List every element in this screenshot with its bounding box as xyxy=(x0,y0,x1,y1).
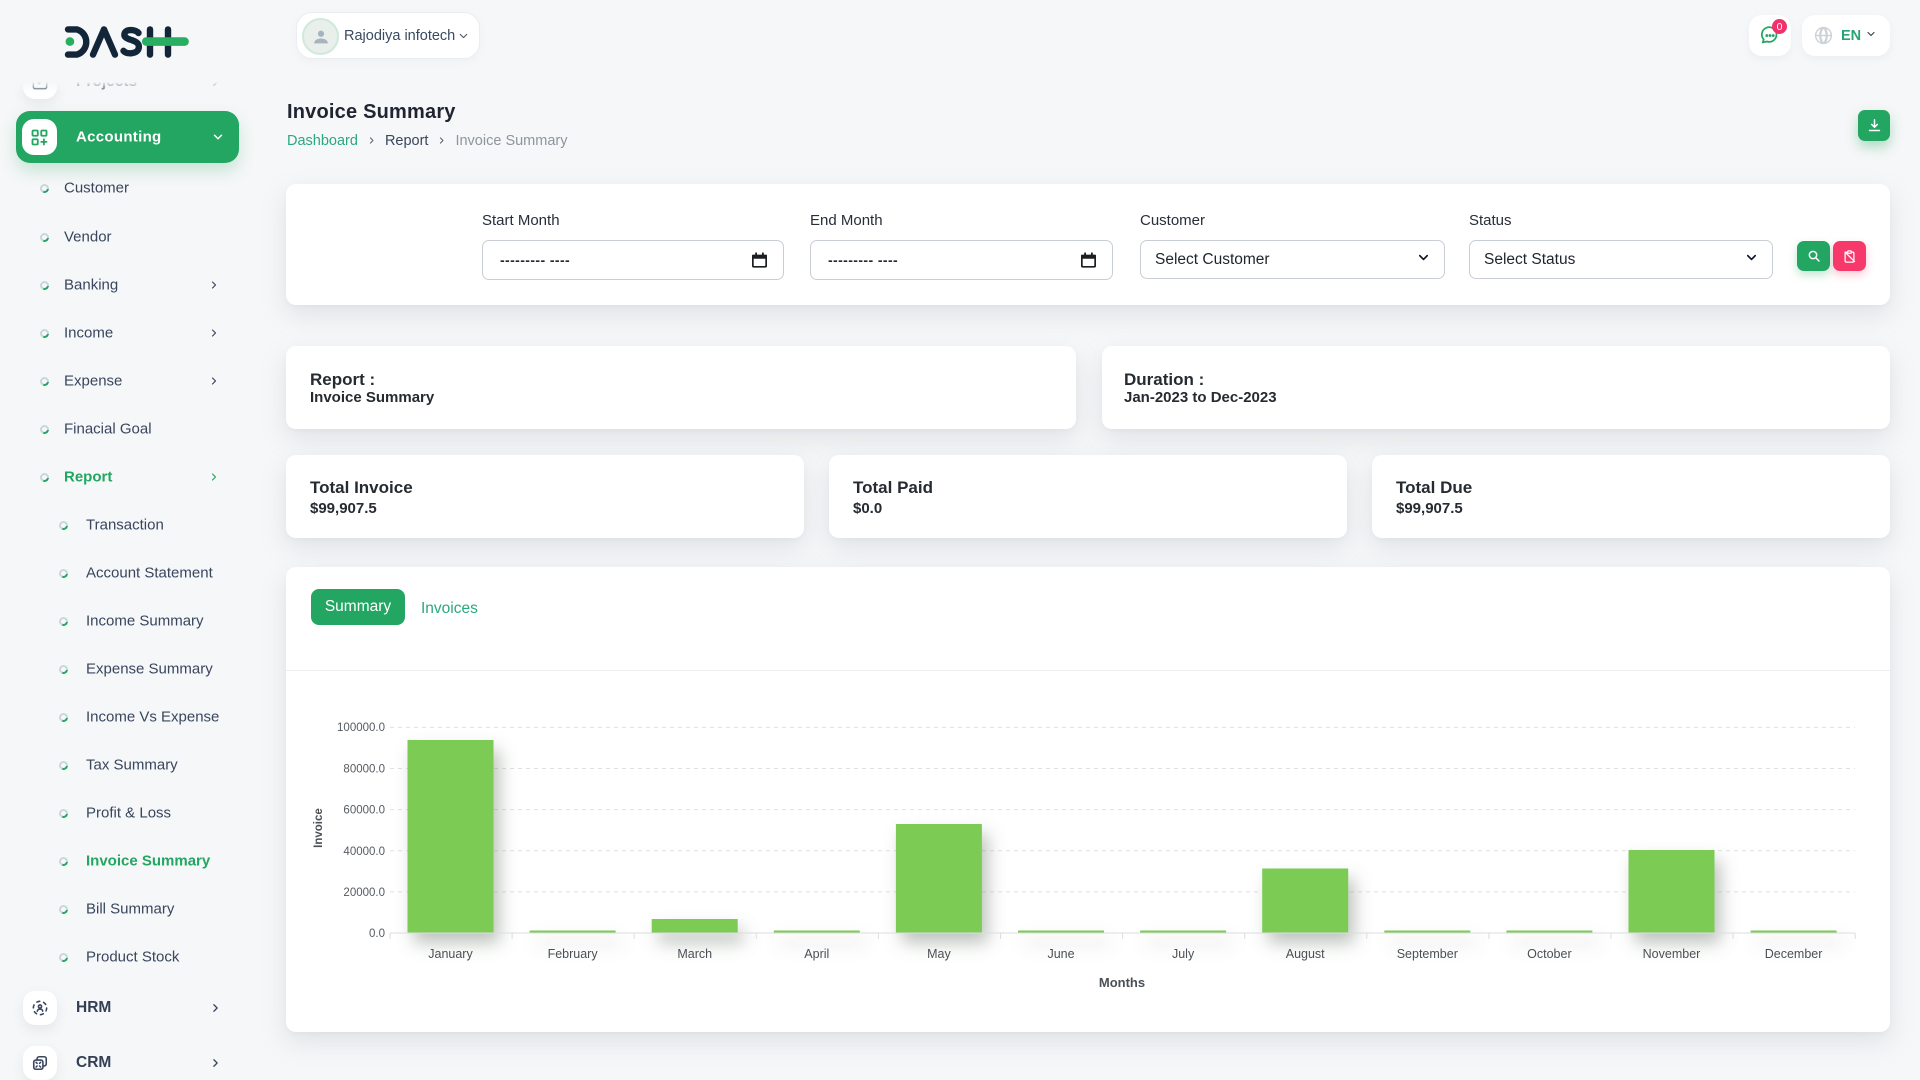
svg-text:0.0: 0.0 xyxy=(369,928,385,940)
svg-text:February: February xyxy=(548,947,599,961)
svg-text:December: December xyxy=(1765,947,1823,961)
svg-text:20000.0: 20000.0 xyxy=(343,887,385,899)
svg-text:June: June xyxy=(1047,947,1074,961)
svg-text:40000.0: 40000.0 xyxy=(343,846,385,858)
svg-text:60000.0: 60000.0 xyxy=(343,805,385,817)
svg-text:80000.0: 80000.0 xyxy=(343,764,385,776)
svg-text:April: April xyxy=(804,947,829,961)
svg-text:100000.0: 100000.0 xyxy=(337,722,385,734)
svg-text:August: August xyxy=(1286,947,1325,961)
svg-text:September: September xyxy=(1397,947,1458,961)
svg-text:January: January xyxy=(428,947,473,961)
svg-text:May: May xyxy=(927,947,951,961)
svg-text:November: November xyxy=(1643,947,1701,961)
svg-text:October: October xyxy=(1527,947,1571,961)
svg-text:Months: Months xyxy=(1099,975,1145,990)
svg-text:July: July xyxy=(1172,947,1195,961)
svg-text:Invoice: Invoice xyxy=(313,808,325,848)
svg-text:March: March xyxy=(677,947,712,961)
